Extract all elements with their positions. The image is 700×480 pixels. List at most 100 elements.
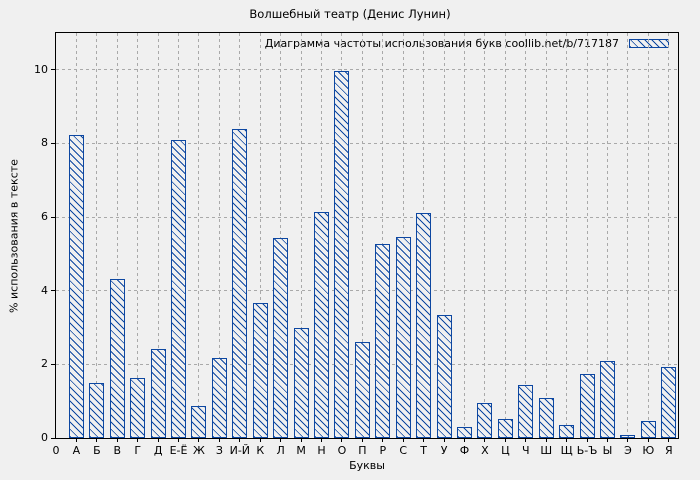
gridline-vertical <box>647 33 649 438</box>
x-tick-mark <box>341 438 343 442</box>
x-tick-mark <box>566 438 568 442</box>
y-tick-label: 2 <box>41 357 48 371</box>
y-tick-label: 8 <box>41 136 48 150</box>
gridline-vertical <box>464 33 466 438</box>
bar-К <box>252 303 268 438</box>
bar-Ш <box>538 397 554 438</box>
gridline-vertical <box>586 33 588 438</box>
x-tick-mark <box>239 438 241 442</box>
bar-А <box>68 135 84 438</box>
x-tick-label: Ш <box>540 444 553 457</box>
x-tick-mark <box>504 438 506 442</box>
gridline-vertical <box>361 33 363 438</box>
x-tick-label: Р <box>379 444 387 457</box>
bar-М <box>293 328 309 438</box>
bar-Ь-Ъ <box>579 374 595 438</box>
gridline-vertical <box>157 33 159 438</box>
bar-Ж <box>191 405 207 438</box>
x-tick-mark <box>178 438 180 442</box>
gridline-vertical <box>300 33 302 438</box>
x-tick-label: В <box>113 444 122 457</box>
bar-З <box>211 358 227 438</box>
y-tick-mark <box>51 142 56 144</box>
x-tick-mark <box>137 438 139 442</box>
x-tick-mark <box>198 438 200 442</box>
x-tick-mark <box>607 438 609 442</box>
bar-Я <box>661 367 677 438</box>
bar-Х <box>477 402 493 438</box>
bar-В <box>109 278 125 438</box>
gridline-vertical <box>280 33 282 438</box>
x-tick-mark <box>96 438 98 442</box>
y-tick-mark <box>51 363 56 365</box>
bar-Э <box>620 435 636 438</box>
legend: Диаграмма частоты использования букв coo… <box>265 37 669 50</box>
x-tick-label: Ф <box>459 444 470 457</box>
gridline-horizontal <box>56 69 678 71</box>
x-tick-label: Л <box>276 444 285 457</box>
bar-Н <box>314 212 330 438</box>
gridline-vertical <box>525 33 527 438</box>
x-axis-title: Буквы <box>349 459 385 472</box>
x-tick-label: О <box>337 444 347 457</box>
x-tick-label: Ю <box>642 444 655 457</box>
x-tick-label: Н <box>317 444 326 457</box>
x-tick-mark <box>259 438 261 442</box>
x-tick-mark <box>545 438 547 442</box>
x-tick-label: Я <box>664 444 673 457</box>
gridline-vertical <box>668 33 670 438</box>
bar-Т <box>416 213 432 438</box>
x-tick-label: Е-Ё <box>169 444 188 457</box>
y-tick-mark <box>51 290 56 292</box>
gridline-vertical <box>627 33 629 438</box>
x-tick-mark <box>157 438 159 442</box>
x-tick-mark <box>443 438 445 442</box>
x-tick-mark <box>300 438 302 442</box>
x-tick-mark <box>668 438 670 442</box>
gridline-vertical <box>259 33 261 438</box>
x-tick-label: Ь-Ъ <box>576 444 598 457</box>
bar-Л <box>273 238 289 438</box>
x-tick-mark <box>382 438 384 442</box>
x-tick-mark <box>464 438 466 442</box>
x-tick-label: З <box>215 444 223 457</box>
x-tick-label: И-Й <box>229 444 251 457</box>
x-tick-label: Т <box>420 444 428 457</box>
x-tick-label: Ч <box>522 444 530 457</box>
x-origin-label: 0 <box>52 444 60 457</box>
y-tick-label: 0 <box>41 431 48 444</box>
x-tick-label: П <box>358 444 367 457</box>
x-tick-mark <box>280 438 282 442</box>
gridline-vertical <box>402 33 404 438</box>
x-tick-mark <box>423 438 425 442</box>
bar-Ы <box>600 360 616 438</box>
gridline-vertical <box>443 33 445 438</box>
x-tick-label: Ц <box>501 444 510 457</box>
x-tick-label: Х <box>481 444 489 457</box>
x-tick-mark <box>218 438 220 442</box>
bar-Б <box>89 382 105 438</box>
chart-title: Волшебный театр (Денис Лунин) <box>249 7 451 21</box>
bar-Ч <box>518 385 534 438</box>
x-tick-mark <box>116 438 118 442</box>
x-tick-mark <box>361 438 363 442</box>
x-tick-label: У <box>440 444 448 457</box>
y-tick-label: 10 <box>34 62 48 76</box>
x-tick-mark <box>484 438 486 442</box>
y-tick-mark <box>51 216 56 218</box>
gridline-vertical <box>484 33 486 438</box>
x-tick-label: Г <box>134 444 142 457</box>
x-tick-label: М <box>296 444 306 457</box>
bar-Щ <box>559 425 575 438</box>
x-tick-label: Э <box>624 444 632 457</box>
gridline-horizontal <box>56 142 678 144</box>
y-tick-mark <box>51 437 56 439</box>
x-tick-mark <box>647 438 649 442</box>
y-tick-mark <box>51 69 56 71</box>
bar-Г <box>130 378 146 438</box>
x-tick-label: Ж <box>193 444 205 457</box>
bar-Ю <box>640 421 656 438</box>
gridline-horizontal <box>56 216 678 218</box>
legend-swatch <box>629 39 669 48</box>
